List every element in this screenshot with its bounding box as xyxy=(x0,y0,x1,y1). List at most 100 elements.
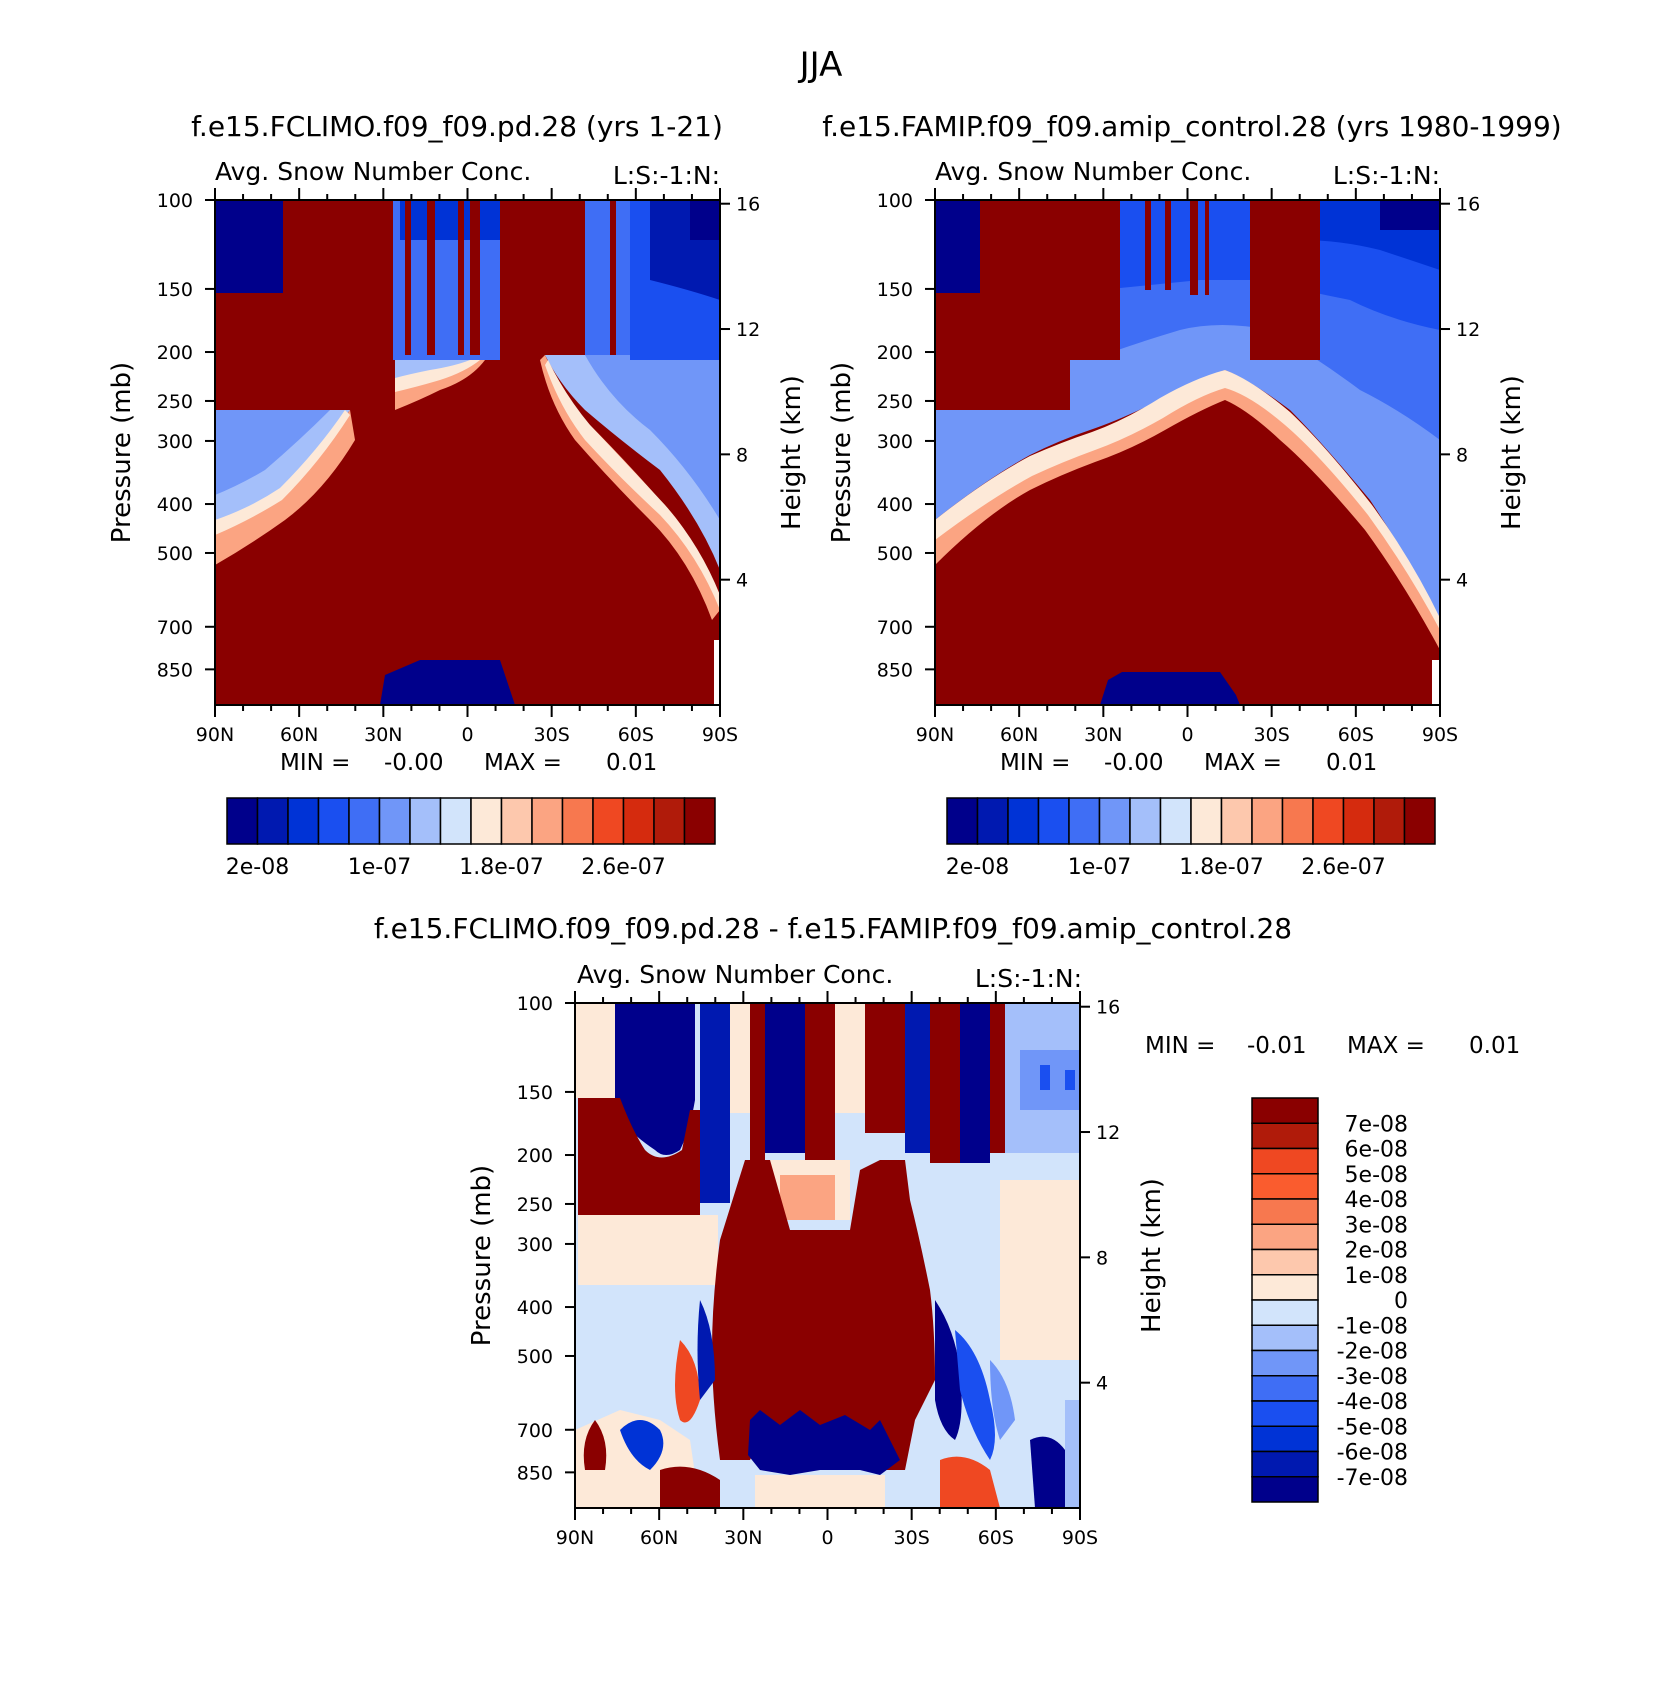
y-tick-label: 250 xyxy=(877,391,913,413)
colorbar-box xyxy=(1251,1450,1319,1478)
colorbar-box xyxy=(1098,797,1131,845)
x-tick-label: 30N xyxy=(724,1527,762,1549)
panel-3-max-value: 0.01 xyxy=(1469,1033,1520,1059)
y-tick-label: 850 xyxy=(877,659,913,681)
panel-2-region xyxy=(1165,200,1171,290)
colorbar-label: -2e-08 xyxy=(1337,1340,1408,1365)
panel-1-region xyxy=(400,200,500,240)
panel-3-region xyxy=(660,1466,720,1508)
panel-1-region xyxy=(500,200,585,355)
panel-3-region xyxy=(955,1330,995,1460)
panel-3-subtitle-right: L:S:-1:N: xyxy=(975,964,1082,993)
colorbar-box xyxy=(1251,1476,1319,1503)
y-tick-label: 300 xyxy=(157,431,193,453)
panel-1-plot-area xyxy=(215,200,720,705)
panel-2-region xyxy=(1205,200,1209,295)
colorbar-box xyxy=(439,797,472,845)
colorbar-box xyxy=(1251,1198,1319,1225)
colorbar-label: -3e-08 xyxy=(1337,1365,1408,1390)
x-tick-label: 90S xyxy=(1422,724,1458,746)
y-tick-label: 400 xyxy=(877,494,913,516)
panel-1-region xyxy=(427,200,435,355)
panel-2-colorbar: 2e-08 1e-07 1.8e-07 2.6e-07 xyxy=(946,797,1436,880)
colorbar-label: 1e-08 xyxy=(1345,1264,1408,1289)
panel-3-region xyxy=(1000,1180,1080,1360)
colorbar-box xyxy=(1251,1147,1319,1175)
colorbar-box xyxy=(1281,797,1314,845)
colorbar-label: 2e-08 xyxy=(226,855,289,880)
x-tick-label: 30S xyxy=(1254,724,1290,746)
panel-1-title: f.e15.FCLIMO.f09_f09.pd.28 (yrs 1-21) xyxy=(191,110,723,143)
colorbar-label: -6e-08 xyxy=(1337,1441,1408,1466)
y2-tick-label: 16 xyxy=(736,194,760,216)
colorbar-label: 1.8e-07 xyxy=(1179,855,1263,880)
panel-3-region xyxy=(578,1098,700,1215)
panel-3-region xyxy=(578,1215,718,1285)
panel-2-region xyxy=(935,200,980,293)
panel-1-max-label: MAX = xyxy=(484,750,562,776)
panel-3-region xyxy=(1030,1436,1070,1508)
colorbar-label: 1.8e-07 xyxy=(459,855,543,880)
x-tick-label: 30N xyxy=(364,724,402,746)
x-tick-label: 60N xyxy=(1000,724,1038,746)
x-tick-label: 30S xyxy=(894,1527,930,1549)
colorbar-label: 3e-08 xyxy=(1345,1213,1408,1238)
x-tick-label: 60N xyxy=(280,724,318,746)
panel-3-region xyxy=(712,1160,935,1470)
colorbar-box xyxy=(378,797,411,845)
colorbar-box xyxy=(592,797,625,845)
panel-3-colorbar: 7e-086e-085e-084e-083e-082e-081e-080-1e-… xyxy=(1251,1097,1408,1503)
panel-1-region xyxy=(215,293,365,410)
y-axis-label: Pressure (mb) xyxy=(827,362,857,543)
y2-tick-label: 12 xyxy=(1096,1122,1120,1144)
panel-3-region xyxy=(1040,1065,1050,1090)
x-tick-label: 30N xyxy=(1084,724,1122,746)
colorbar-box xyxy=(1251,797,1284,845)
colorbar-box xyxy=(531,797,564,845)
panel-1-region xyxy=(215,200,283,293)
panel-3-region xyxy=(905,1003,930,1153)
y-tick-label: 150 xyxy=(157,279,193,301)
x-tick-label: 0 xyxy=(461,724,473,746)
panel-3-region xyxy=(835,1003,865,1113)
panel-2-region xyxy=(1380,200,1440,230)
panel-3-region xyxy=(583,1420,607,1470)
colorbar-box xyxy=(1251,1097,1319,1124)
panel-1-region xyxy=(215,410,350,535)
y-tick-label: 300 xyxy=(517,1234,553,1256)
y-tick-label: 200 xyxy=(877,342,913,364)
panel-3: f.e15.FCLIMO.f09_f09.pd.28 - f.e15.FAMIP… xyxy=(374,912,1520,1549)
colorbar-box xyxy=(1068,797,1101,845)
colorbar-label: 5e-08 xyxy=(1345,1163,1408,1188)
y-tick-label: 250 xyxy=(517,1194,553,1216)
y2-tick-label: 8 xyxy=(736,444,748,466)
y2-tick-label: 4 xyxy=(736,570,748,592)
panel-3-region xyxy=(990,1003,1005,1153)
colorbar-box xyxy=(1159,797,1192,845)
panel-2-region xyxy=(1145,200,1151,290)
panel-1-region xyxy=(215,410,330,495)
panel-3-min-label: MIN = xyxy=(1145,1033,1215,1059)
panel-2-plot-area xyxy=(935,200,1440,705)
panel-3-region xyxy=(765,1003,805,1153)
y2-tick-label: 4 xyxy=(1456,570,1468,592)
y2-tick-label: 4 xyxy=(1096,1373,1108,1395)
panel-3-region xyxy=(620,1420,664,1470)
colorbar-box xyxy=(1251,1248,1319,1276)
colorbar-box xyxy=(976,797,1009,845)
panel-2-axes: 100 150 200 250 300 400 500 700 850 16 12 8 4 90N 60N 3… xyxy=(827,188,1527,746)
panel-3-region xyxy=(615,1003,695,1155)
colorbar-label: 6e-08 xyxy=(1345,1138,1408,1163)
panel-3-region xyxy=(697,1300,715,1400)
colorbar-box xyxy=(1251,1274,1319,1301)
y2-tick-label: 16 xyxy=(1456,194,1480,216)
x-tick-label: 60S xyxy=(618,724,654,746)
panel-2: f.e15.FAMIP.f09_f09.amip_control.28 (yrs… xyxy=(822,110,1561,880)
x-tick-label: 30S xyxy=(534,724,570,746)
panel-3-min-value: -0.01 xyxy=(1247,1033,1307,1059)
colorbar-box xyxy=(317,797,350,845)
colorbar-box xyxy=(1220,797,1253,845)
colorbar-box xyxy=(1251,1223,1319,1251)
x-tick-label: 0 xyxy=(821,1527,833,1549)
colorbar-box xyxy=(348,797,381,845)
